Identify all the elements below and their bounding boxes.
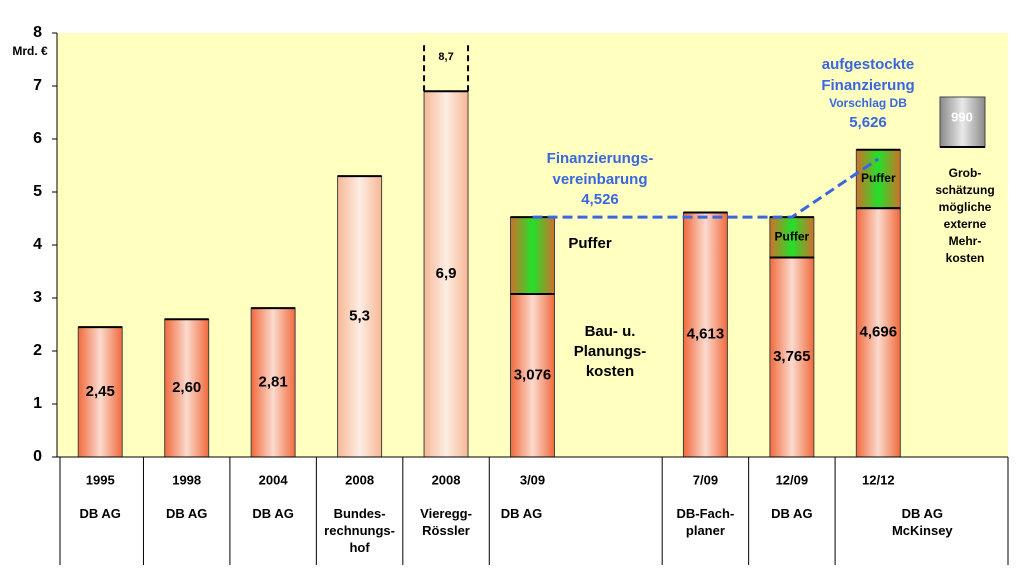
line-label: aufgestockte Finanzierung xyxy=(821,56,915,94)
line-label: Finanzierungs- vereinbarung xyxy=(546,150,654,188)
x-sublabel: DB AG xyxy=(165,506,208,521)
x-tick-label: 12/12 xyxy=(862,472,895,487)
value-label: 5,3 xyxy=(349,308,370,325)
bar-segment xyxy=(769,216,815,258)
value-label: 3,076 xyxy=(514,366,552,383)
value-label: 3,765 xyxy=(773,348,811,365)
value-label: 2,81 xyxy=(259,374,288,391)
x-tick-label: 3/09 xyxy=(520,472,545,487)
financing-line xyxy=(532,157,880,219)
x-tick-label: 2004 xyxy=(259,472,289,487)
value-label: 4,696 xyxy=(860,324,898,341)
y-tick-label: 5 xyxy=(33,183,42,200)
x-tick-label: 2008 xyxy=(345,472,374,487)
x-sublabel: DB AG xyxy=(500,506,543,521)
line-sublabel: Vorschlag DB xyxy=(829,96,907,110)
value-label: 4,613 xyxy=(687,326,725,343)
extension-label: 8,7 xyxy=(438,51,453,63)
x-sublabel: DB-Fach- planer xyxy=(676,506,735,538)
x-sublabel: DB AG McKinsey xyxy=(891,506,953,538)
x-tick-label: 7/09 xyxy=(693,472,718,487)
y-tick-label: 1 xyxy=(33,395,42,412)
value-label: 2,60 xyxy=(172,379,201,396)
segment-label: Puffer xyxy=(861,171,896,185)
y-tick-label: 6 xyxy=(33,130,42,147)
x-tick-label: 2008 xyxy=(432,472,461,487)
value-label: 6,9 xyxy=(436,265,457,282)
x-sublabel: Bundes- rechnungs- hof xyxy=(324,506,395,555)
y-tick-label: 7 xyxy=(33,77,42,94)
y-unit-label: Mrd. € xyxy=(12,44,48,58)
bar-segment xyxy=(682,212,728,458)
legend-label: Puffer xyxy=(568,235,612,252)
x-tick-label: 1995 xyxy=(86,472,115,487)
y-tick-label: 8 xyxy=(33,24,42,41)
y-tick-label: 4 xyxy=(33,236,42,253)
bar-segment xyxy=(510,216,555,295)
y-tick-label: 0 xyxy=(33,448,42,465)
estimate-text: Grob- schätzung mögliche externe Mehr- k… xyxy=(935,166,995,265)
x-tick-label: 12/09 xyxy=(776,472,809,487)
segment-label: Puffer xyxy=(775,229,810,243)
y-tick-label: 2 xyxy=(33,342,42,359)
bar-segment xyxy=(250,307,296,458)
estimate-value: 990 xyxy=(951,109,973,124)
x-sublabel: Vieregg- Rössler xyxy=(420,506,472,538)
x-tick-label: 1998 xyxy=(172,472,201,487)
x-sublabel: DB AG xyxy=(771,506,813,521)
bar-segment xyxy=(337,175,383,458)
x-sublabel: DB AG xyxy=(252,506,294,521)
bar-segment xyxy=(164,318,210,458)
legend-label: Bau- u. Planungs- kosten xyxy=(573,323,647,380)
line-value-label: 5,626 xyxy=(849,114,887,131)
x-sublabel: DB AG xyxy=(79,506,121,521)
value-label: 2,45 xyxy=(86,383,115,400)
line-value-label: 4,526 xyxy=(581,191,619,208)
y-tick-label: 3 xyxy=(33,289,42,306)
